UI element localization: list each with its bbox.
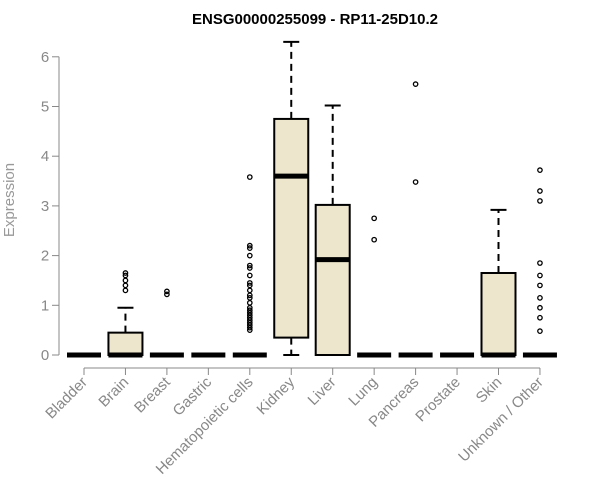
y-tick-label-0: 0 (41, 347, 49, 364)
outlier-point (537, 314, 543, 321)
outlier-point (537, 198, 543, 204)
box-unknown-other (522, 167, 557, 358)
category-label: Kidney (254, 373, 299, 418)
outlier-point (371, 236, 377, 243)
y-tick-label-5: 5 (41, 99, 49, 116)
outlier-point (246, 245, 253, 251)
boxes (67, 40, 557, 358)
y-tick-label-2: 2 (41, 248, 49, 265)
category-label: Liver (305, 374, 340, 409)
outlier-point (164, 291, 170, 298)
y-tick-label-3: 3 (41, 198, 49, 215)
box-iqr (273, 117, 310, 339)
outlier-point (537, 294, 543, 301)
category-label: Lung (345, 374, 381, 410)
category-label: Bladder (42, 374, 91, 423)
outlier-point (246, 252, 253, 259)
outlier-point (246, 282, 253, 289)
box-lung (357, 215, 392, 358)
outlier-point (246, 299, 253, 306)
box-breast (149, 288, 184, 358)
outlier-point (246, 307, 253, 314)
box-kidney (273, 40, 310, 356)
outlier-point (122, 277, 129, 284)
outlier-point (164, 288, 170, 295)
box-hematopoietic-cells (232, 174, 267, 358)
chart-title: ENSG00000255099 - RP11-25D10.2 (192, 11, 438, 28)
outlier-point (122, 270, 129, 276)
outlier-point (122, 287, 129, 294)
outlier-point (412, 179, 419, 185)
outlier-point (537, 188, 543, 194)
outlier-point (246, 265, 253, 271)
category-label: Breast (131, 373, 174, 416)
outlier-point (412, 81, 419, 87)
outlier-point (537, 282, 543, 289)
outlier-point (537, 272, 543, 279)
box-liver (314, 104, 351, 356)
y-axis-label: Expression (1, 163, 18, 237)
outlier-point (246, 287, 253, 294)
outlier-point (246, 280, 253, 286)
box-iqr (480, 271, 517, 356)
y-tick-label-1: 1 (41, 297, 49, 314)
box-brain (107, 270, 144, 358)
outlier-point (246, 242, 253, 249)
outlier-point (246, 294, 253, 301)
outlier-point (371, 215, 377, 222)
outlier-point (246, 262, 253, 269)
outlier-point (537, 304, 543, 311)
outlier-point (246, 272, 253, 279)
outlier-point (122, 272, 129, 279)
box-pancreas (398, 81, 433, 358)
category-label: Prostate (412, 374, 464, 426)
box-iqr (107, 331, 144, 357)
outlier-point (537, 167, 543, 173)
outlier-point (246, 174, 253, 180)
y-tick-label-4: 4 (41, 148, 49, 165)
y-tick-label-6: 6 (41, 49, 49, 66)
box-iqr (314, 203, 351, 356)
outlier-point (122, 282, 129, 289)
category-label: Skin (473, 374, 506, 407)
y-axis: 0 1 2 3 4 5 6 (41, 49, 60, 364)
outlier-point (537, 260, 543, 266)
outlier-point (537, 328, 543, 334)
category-label: Brain (95, 374, 132, 411)
box-skin (480, 208, 517, 358)
